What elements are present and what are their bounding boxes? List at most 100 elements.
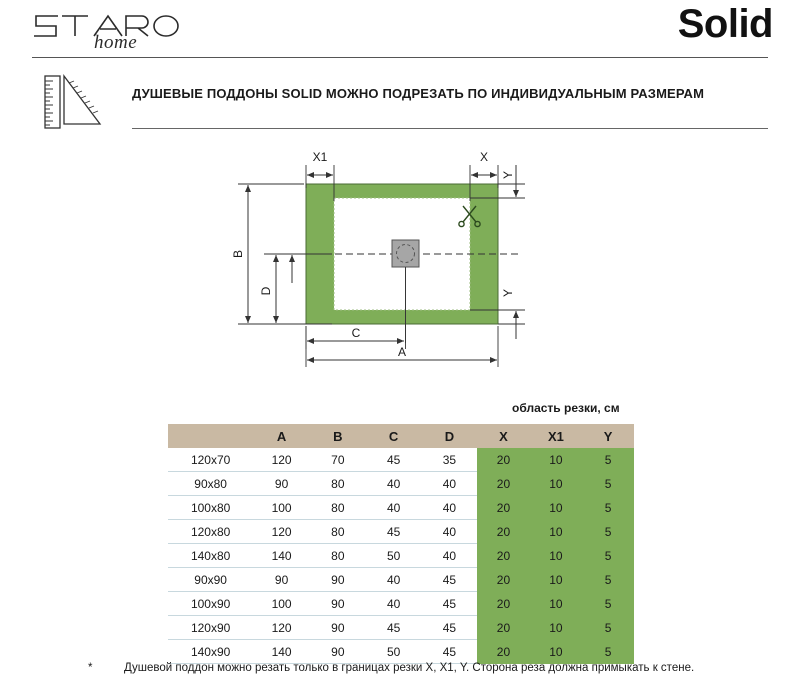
cell-x: 20 bbox=[477, 615, 530, 640]
cell-y: 5 bbox=[582, 615, 634, 640]
column-header-b: B bbox=[309, 424, 366, 448]
cell-d: 45 bbox=[421, 591, 478, 616]
cell-b: 80 bbox=[309, 471, 366, 496]
cell-a: 140 bbox=[253, 639, 310, 664]
shower-tray-diagram: X1 X Y Y B bbox=[220, 143, 620, 378]
table-row: 120x70 120 70 45 35 20 10 5 bbox=[168, 448, 634, 472]
banner-heading: ДУШЕВЫЕ ПОДДОНЫ SOLID МОЖНО ПОДРЕЗАТЬ ПО… bbox=[132, 86, 705, 101]
cell-a: 100 bbox=[253, 591, 310, 616]
cell-x: 20 bbox=[477, 543, 530, 568]
cell-b: 70 bbox=[309, 448, 366, 472]
cell-c: 40 bbox=[365, 471, 422, 496]
table-row: 100x80 100 80 40 40 20 10 5 bbox=[168, 495, 634, 520]
dimension-x1: X1 bbox=[305, 150, 335, 201]
cell-d: 45 bbox=[421, 639, 478, 664]
cell-x1: 10 bbox=[529, 615, 583, 640]
cell-x: 20 bbox=[477, 471, 530, 496]
cell-a: 100 bbox=[253, 495, 310, 520]
brand-subtitle: home bbox=[94, 32, 138, 53]
table-header-row: A B C D X X1 Y bbox=[168, 424, 634, 448]
table-row: 120x80 120 80 45 40 20 10 5 bbox=[168, 519, 634, 544]
cell-d: 40 bbox=[421, 543, 478, 568]
cell-x1: 10 bbox=[529, 591, 583, 616]
cell-x1: 10 bbox=[529, 471, 583, 496]
cell-c: 50 bbox=[365, 639, 422, 664]
table-row: 140x80 140 80 50 40 20 10 5 bbox=[168, 543, 634, 568]
cell-size: 120x90 bbox=[168, 615, 254, 640]
table-row: 90x80 90 80 40 40 20 10 5 bbox=[168, 471, 634, 496]
cell-b: 80 bbox=[309, 519, 366, 544]
cell-size: 120x80 bbox=[168, 519, 254, 544]
cell-c: 50 bbox=[365, 543, 422, 568]
cell-d: 45 bbox=[421, 567, 478, 592]
cell-size: 90x80 bbox=[168, 471, 254, 496]
cell-size: 100x90 bbox=[168, 591, 254, 616]
cell-b: 90 bbox=[309, 639, 366, 664]
ruler-triangle-icon bbox=[42, 72, 104, 130]
cut-area-caption: область резки, см bbox=[512, 401, 620, 415]
cell-d: 40 bbox=[421, 519, 478, 544]
cell-a: 90 bbox=[253, 471, 310, 496]
table-row: 100x90 100 90 40 45 20 10 5 bbox=[168, 591, 634, 616]
svg-text:Y: Y bbox=[501, 289, 515, 297]
footnote-text: Душевой поддон можно резать только в гра… bbox=[124, 662, 695, 674]
cell-x: 20 bbox=[477, 448, 530, 472]
cell-a: 140 bbox=[253, 543, 310, 568]
dimension-a: A bbox=[305, 326, 499, 367]
footnote: * Душевой поддон можно резать только в гр… bbox=[88, 662, 694, 674]
cell-c: 40 bbox=[365, 567, 422, 592]
column-header-y: Y bbox=[582, 424, 634, 448]
cell-b: 90 bbox=[309, 591, 366, 616]
page-title: Solid bbox=[677, 2, 774, 46]
cell-b: 90 bbox=[309, 615, 366, 640]
dimension-d: D bbox=[259, 253, 332, 325]
cell-y: 5 bbox=[582, 567, 634, 592]
table-row: 90x90 90 90 40 45 20 10 5 bbox=[168, 567, 634, 592]
cell-size: 140x90 bbox=[168, 639, 254, 664]
cell-c: 40 bbox=[365, 591, 422, 616]
cell-x: 20 bbox=[477, 639, 530, 664]
cell-y: 5 bbox=[582, 639, 634, 664]
table-row: 140x90 140 90 50 45 20 10 5 bbox=[168, 639, 634, 664]
cell-b: 80 bbox=[309, 495, 366, 520]
cell-x: 20 bbox=[477, 591, 530, 616]
svg-text:A: A bbox=[398, 345, 406, 359]
cell-c: 40 bbox=[365, 495, 422, 520]
cell-d: 35 bbox=[421, 448, 478, 472]
cell-c: 45 bbox=[365, 448, 422, 472]
cell-x1: 10 bbox=[529, 519, 583, 544]
cell-y: 5 bbox=[582, 543, 634, 568]
cell-y: 5 bbox=[582, 495, 634, 520]
column-header-size bbox=[168, 424, 254, 448]
cell-y: 5 bbox=[582, 519, 634, 544]
cell-x: 20 bbox=[477, 495, 530, 520]
cell-size: 120x70 bbox=[168, 448, 254, 472]
table-row: 120x90 120 90 45 45 20 10 5 bbox=[168, 615, 634, 640]
column-header-a: A bbox=[253, 424, 310, 448]
column-header-c: C bbox=[365, 424, 422, 448]
cell-x1: 10 bbox=[529, 495, 583, 520]
cell-size: 90x90 bbox=[168, 567, 254, 592]
cell-c: 45 bbox=[365, 519, 422, 544]
cell-x: 20 bbox=[477, 567, 530, 592]
cell-d: 40 bbox=[421, 495, 478, 520]
cell-d: 45 bbox=[421, 615, 478, 640]
footnote-marker: * bbox=[88, 662, 93, 674]
dimension-y-top: Y bbox=[470, 165, 525, 199]
scissors-icon bbox=[458, 205, 481, 228]
column-header-d: D bbox=[421, 424, 478, 448]
cell-size: 100x80 bbox=[168, 495, 254, 520]
cell-y: 5 bbox=[582, 591, 634, 616]
svg-text:B: B bbox=[231, 250, 245, 258]
cell-b: 80 bbox=[309, 543, 366, 568]
svg-text:D: D bbox=[259, 286, 273, 295]
svg-text:X1: X1 bbox=[313, 150, 328, 164]
cell-x1: 10 bbox=[529, 448, 583, 472]
header-divider bbox=[32, 57, 768, 58]
brand-logo: home bbox=[32, 8, 192, 54]
cell-x: 20 bbox=[477, 519, 530, 544]
cell-b: 90 bbox=[309, 567, 366, 592]
dimension-x: X bbox=[469, 150, 499, 201]
cell-y: 5 bbox=[582, 471, 634, 496]
cell-x1: 10 bbox=[529, 567, 583, 592]
